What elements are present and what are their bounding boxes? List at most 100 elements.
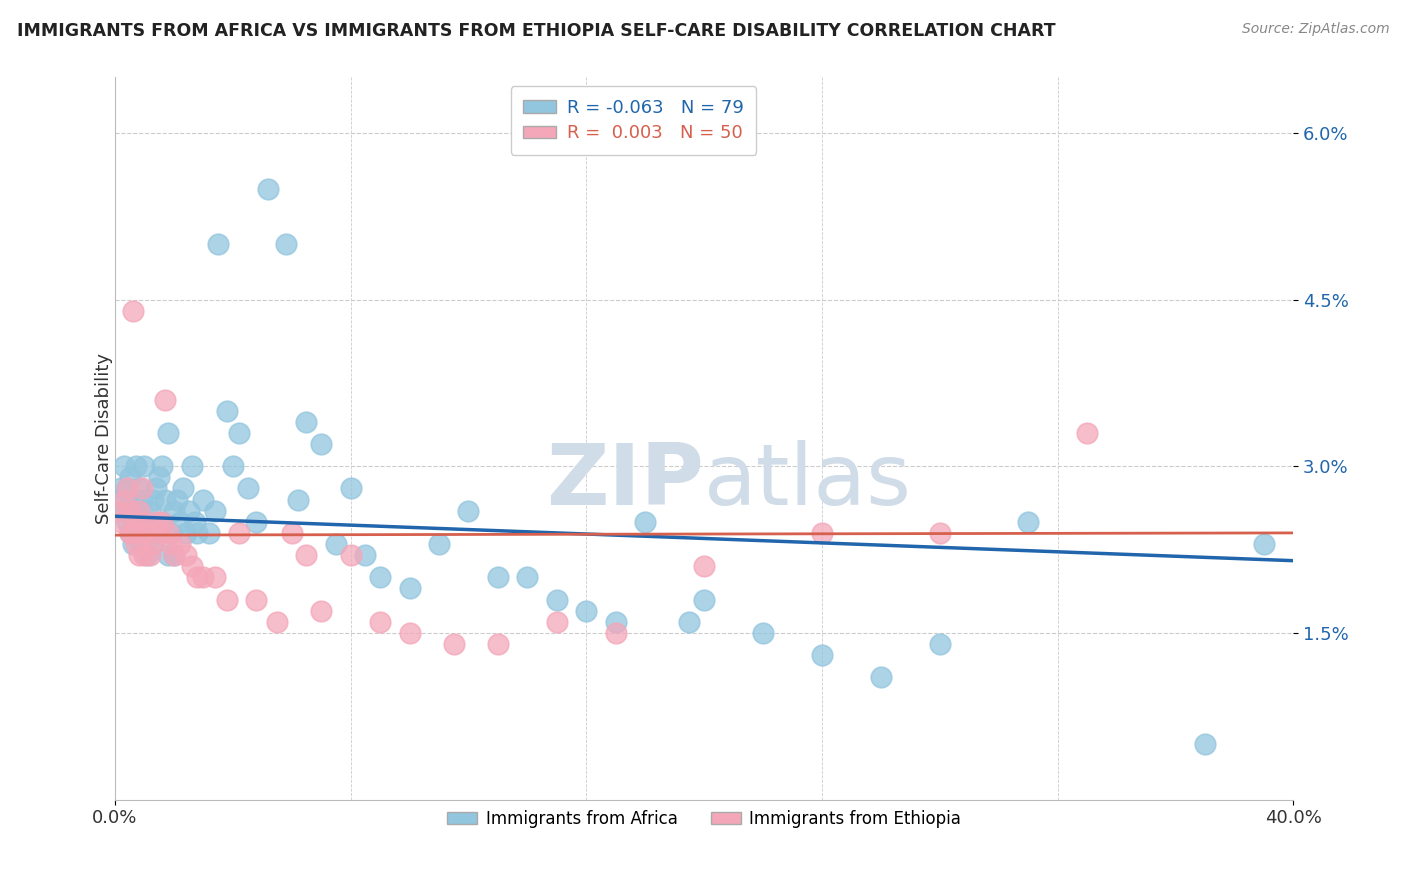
Point <box>281 525 304 540</box>
Point <box>575 604 598 618</box>
Point <box>121 303 143 318</box>
Point <box>427 537 450 551</box>
Point <box>142 492 165 507</box>
Point <box>207 237 229 252</box>
Point <box>131 525 153 540</box>
Point <box>678 615 700 629</box>
Point <box>634 515 657 529</box>
Point <box>139 504 162 518</box>
Point <box>107 504 129 518</box>
Point <box>148 470 170 484</box>
Point <box>115 515 138 529</box>
Point <box>150 515 173 529</box>
Point <box>118 525 141 540</box>
Legend: Immigrants from Africa, Immigrants from Ethiopia: Immigrants from Africa, Immigrants from … <box>440 803 967 835</box>
Point <box>309 604 332 618</box>
Point <box>157 425 180 440</box>
Point <box>163 548 186 562</box>
Point <box>148 525 170 540</box>
Point <box>124 504 146 518</box>
Point <box>198 525 221 540</box>
Point <box>128 482 150 496</box>
Point <box>160 537 183 551</box>
Point <box>131 537 153 551</box>
Point <box>118 504 141 518</box>
Point <box>107 492 129 507</box>
Point <box>163 504 186 518</box>
Point <box>193 570 215 584</box>
Point <box>245 515 267 529</box>
Point <box>118 470 141 484</box>
Point <box>339 482 361 496</box>
Point <box>115 482 138 496</box>
Point <box>128 504 150 518</box>
Point <box>266 615 288 629</box>
Point <box>169 537 191 551</box>
Point <box>204 504 226 518</box>
Point <box>368 615 391 629</box>
Point <box>398 626 420 640</box>
Y-axis label: Self-Care Disability: Self-Care Disability <box>96 353 112 524</box>
Point <box>145 515 167 529</box>
Point <box>172 482 194 496</box>
Point <box>128 515 150 529</box>
Text: IMMIGRANTS FROM AFRICA VS IMMIGRANTS FROM ETHIOPIA SELF-CARE DISABILITY CORRELAT: IMMIGRANTS FROM AFRICA VS IMMIGRANTS FRO… <box>17 22 1056 40</box>
Point <box>134 525 156 540</box>
Point <box>186 570 208 584</box>
Point <box>752 626 775 640</box>
Point <box>1253 537 1275 551</box>
Point <box>228 525 250 540</box>
Point <box>153 392 176 407</box>
Point <box>115 482 138 496</box>
Point <box>112 504 135 518</box>
Point <box>457 504 479 518</box>
Point <box>163 548 186 562</box>
Point <box>180 559 202 574</box>
Point <box>134 548 156 562</box>
Point <box>204 570 226 584</box>
Point <box>136 525 159 540</box>
Point <box>274 237 297 252</box>
Point <box>193 492 215 507</box>
Point <box>118 525 141 540</box>
Point <box>128 548 150 562</box>
Point <box>236 482 259 496</box>
Point <box>605 615 627 629</box>
Point <box>153 492 176 507</box>
Point <box>546 615 568 629</box>
Point <box>368 570 391 584</box>
Point <box>1076 425 1098 440</box>
Point <box>174 548 197 562</box>
Point <box>131 482 153 496</box>
Point <box>811 525 834 540</box>
Point <box>605 626 627 640</box>
Text: atlas: atlas <box>704 441 912 524</box>
Point <box>160 525 183 540</box>
Point <box>157 548 180 562</box>
Point <box>516 570 538 584</box>
Point <box>295 415 318 429</box>
Point <box>693 559 716 574</box>
Point <box>309 437 332 451</box>
Point <box>121 525 143 540</box>
Point <box>1194 737 1216 751</box>
Point <box>339 548 361 562</box>
Point <box>354 548 377 562</box>
Point <box>186 525 208 540</box>
Point <box>443 637 465 651</box>
Point <box>180 459 202 474</box>
Point <box>145 482 167 496</box>
Point <box>112 492 135 507</box>
Point <box>124 459 146 474</box>
Point <box>177 504 200 518</box>
Point <box>398 582 420 596</box>
Point <box>157 525 180 540</box>
Point <box>183 515 205 529</box>
Point <box>486 570 509 584</box>
Point <box>166 492 188 507</box>
Point <box>142 537 165 551</box>
Point <box>150 459 173 474</box>
Point <box>228 425 250 440</box>
Point <box>546 592 568 607</box>
Point <box>928 637 950 651</box>
